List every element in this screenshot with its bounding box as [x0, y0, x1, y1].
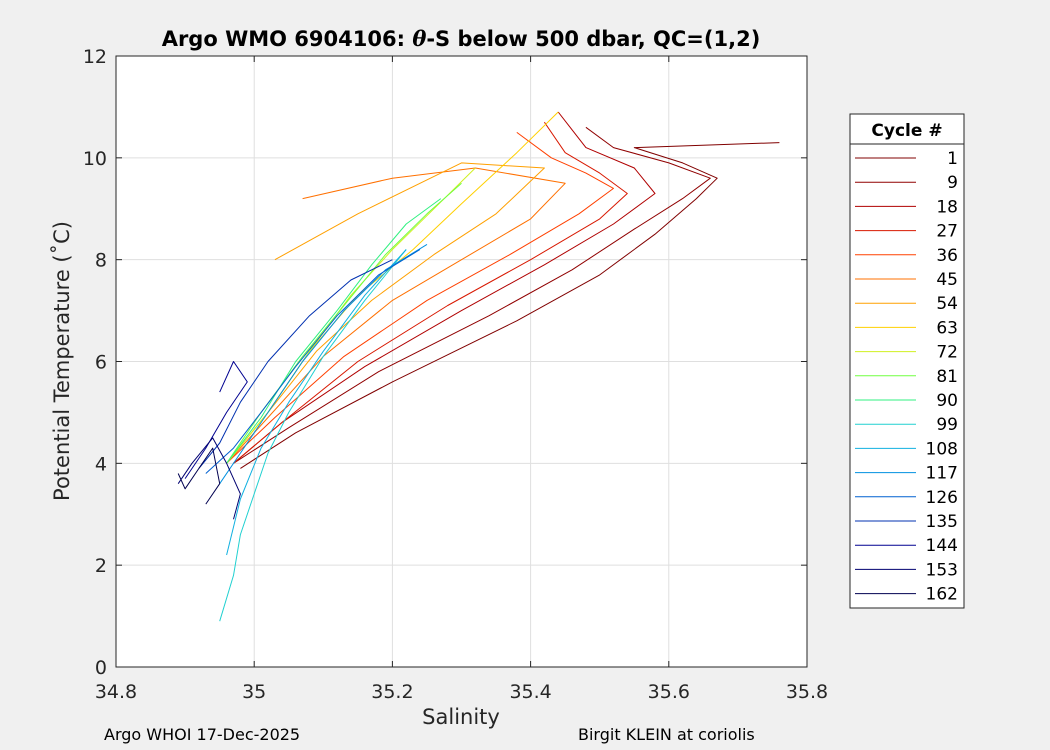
- footer-left-text: Argo WHOI 17-Dec-2025: [104, 725, 301, 744]
- y-tick-label: 12: [83, 46, 107, 68]
- series-line-cycle-1: [240, 142, 780, 469]
- legend-label: 90: [936, 391, 958, 411]
- chart-title: Argo WMO 6904106: θ-S below 500 dbar, QC…: [162, 26, 761, 51]
- series-line-cycle-27: [233, 121, 628, 464]
- series-line-cycle-18: [233, 111, 656, 464]
- x-tick-label: 34.8: [95, 681, 137, 703]
- legend-label: 108: [926, 439, 958, 459]
- series-line-cycle-54: [226, 162, 545, 464]
- series-line-cycle-90: [226, 198, 442, 464]
- legend-label: 144: [926, 536, 958, 556]
- y-tick-label: 8: [95, 250, 107, 272]
- legend-label: 18: [936, 197, 958, 217]
- x-tick-label: 35.8: [786, 681, 828, 703]
- legend-label: 99: [936, 415, 958, 435]
- legend-label: 117: [926, 464, 958, 484]
- x-axis-ticks: 34.8 35 35.2 35.4 35.6 35.8: [95, 56, 828, 703]
- series-line-cycle-45: [226, 167, 566, 464]
- legend-label: 126: [926, 488, 958, 508]
- legend-label: 1: [947, 149, 958, 169]
- legend-label: 9: [947, 173, 958, 193]
- series-line-cycle-135: [198, 259, 393, 469]
- series-line-cycle-9: [233, 126, 711, 464]
- y-axis-ticks: 0 2 4 6 8 10 12: [83, 46, 807, 679]
- footer-right-text: Birgit KLEIN at coriolis: [578, 725, 755, 744]
- legend-box: [849, 113, 965, 609]
- title-suffix: -S below 500 dbar, QC=(1,2): [426, 27, 760, 51]
- x-tick-label: 35: [242, 681, 266, 703]
- series-line-cycle-117: [219, 243, 428, 484]
- legend-label: 72: [936, 343, 958, 363]
- series-line-cycle-153: [177, 437, 241, 520]
- legend-label: 153: [926, 560, 958, 580]
- title-prefix: Argo WMO 6904106:: [162, 27, 413, 51]
- series-line-cycle-108: [226, 249, 407, 556]
- legend-title: Cycle #: [871, 121, 942, 141]
- y-axis-label: Potential Temperature (˚C): [50, 221, 74, 501]
- legend-label: 81: [936, 367, 958, 387]
- legend-label: 63: [936, 318, 958, 338]
- x-tick-label: 35.2: [371, 681, 413, 703]
- y-tick-label: 10: [83, 148, 107, 170]
- y-tick-label: 4: [95, 453, 107, 475]
- legend-entries: 1 9 18 27 36 45 54 63 72 81 90 99 108 117 126 135 144 153…: [855, 149, 958, 605]
- legend-label: 45: [936, 270, 958, 290]
- series-layer: [177, 111, 780, 622]
- grid-lines: [116, 56, 807, 667]
- legend: Cycle # 19182736455463728190991081171261…: [849, 113, 965, 609]
- y-tick-label: 6: [95, 352, 107, 374]
- x-tick-label: 35.4: [509, 681, 551, 703]
- legend-label: 27: [936, 222, 958, 242]
- x-tick-label: 35.6: [648, 681, 690, 703]
- legend-label: 162: [926, 585, 958, 605]
- series-line-cycle-126: [205, 249, 421, 474]
- x-axis-label: Salinity: [422, 705, 500, 729]
- legend-label: 54: [936, 294, 958, 314]
- y-tick-label: 0: [95, 657, 107, 679]
- legend-label: 36: [936, 246, 958, 266]
- legend-label: 135: [926, 512, 958, 532]
- y-tick-label: 2: [95, 555, 107, 577]
- series-line-cycle-162: [177, 447, 221, 505]
- series-line-cycle-99: [219, 249, 407, 622]
- series-line-cycle-144: [184, 361, 248, 479]
- series-line-cycle-36: [226, 131, 614, 464]
- title-theta: θ: [412, 26, 426, 51]
